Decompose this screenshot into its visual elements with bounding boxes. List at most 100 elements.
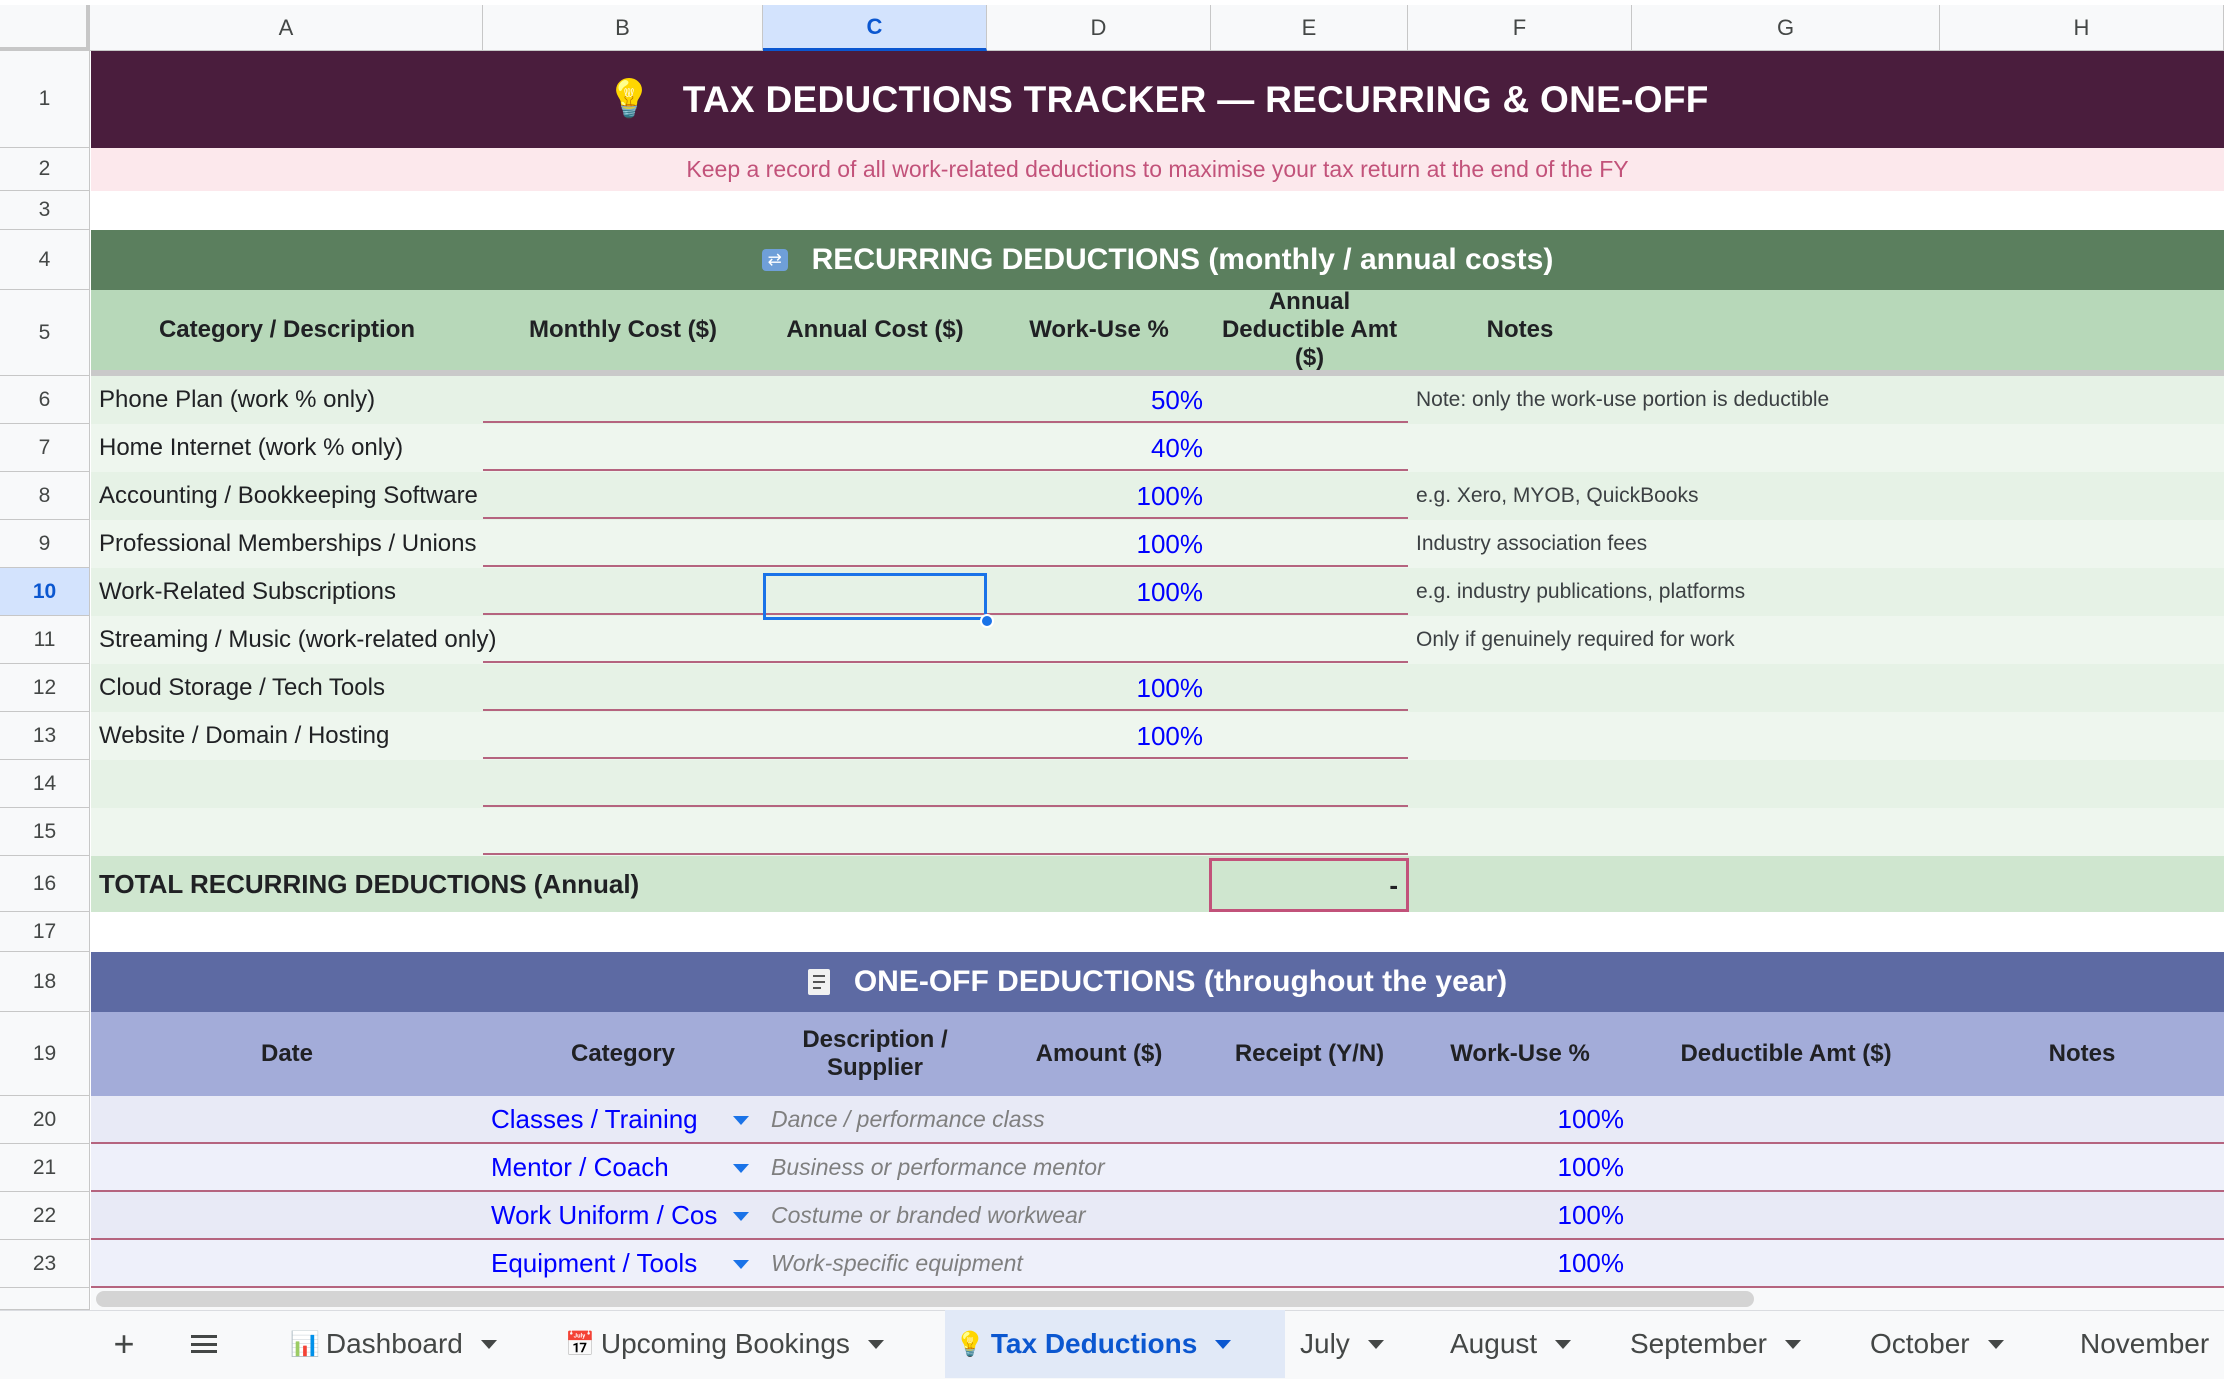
header-monthly-cost[interactable]: Monthly Cost ($) (529, 316, 717, 343)
recurring-notes[interactable]: Only if genuinely required for work (1416, 628, 1735, 651)
recurring-work-use[interactable]: 100% (1136, 576, 1204, 607)
header-work-use-oneoff[interactable]: Work-Use % (1450, 1040, 1590, 1067)
recurring-category[interactable]: Website / Domain / Hosting (99, 722, 390, 749)
header-receipt[interactable]: Receipt (Y/N) (1234, 1040, 1385, 1067)
recurring-notes[interactable] (1408, 760, 2208, 808)
category-dropdown[interactable]: Mentor / Coach (491, 1151, 669, 1182)
oneoff-work-use[interactable]: 100% (1557, 1199, 1625, 1230)
header-amount[interactable]: Amount ($) (1035, 1040, 1163, 1067)
row-header[interactable]: 8 (0, 472, 90, 520)
column-header-h[interactable]: H (1940, 5, 2224, 51)
category-dropdown[interactable]: Classes / Training (491, 1103, 698, 1134)
header-annual-cost[interactable]: Annual Cost ($) (786, 316, 964, 343)
total-recurring-value[interactable]: - (1209, 858, 1409, 912)
dropdown-arrow-icon[interactable] (733, 1116, 749, 1125)
tab-menu-caret-icon[interactable] (867, 1339, 884, 1349)
column-header-f[interactable]: F (1408, 5, 1632, 51)
row-header[interactable]: 2 (0, 148, 90, 191)
column-header-e[interactable]: E (1211, 5, 1408, 51)
sheet-tab-november[interactable]: November (2070, 1310, 2224, 1378)
header-description-supplier[interactable]: Description / Supplier (802, 1026, 948, 1081)
row-header[interactable]: 7 (0, 424, 90, 472)
sheet-tab-tax-deductions[interactable]: 💡 Tax Deductions (945, 1310, 1285, 1378)
recurring-work-use[interactable]: 100% (1136, 480, 1204, 511)
total-recurring-label[interactable]: TOTAL RECURRING DEDUCTIONS (Annual) (99, 868, 640, 899)
dropdown-arrow-icon[interactable] (733, 1212, 749, 1221)
column-header-a[interactable]: A (90, 5, 483, 51)
column-header-d[interactable]: D (987, 5, 1211, 51)
subtitle-banner[interactable]: Keep a record of all work-related deduct… (91, 148, 2224, 191)
oneoff-work-use[interactable]: 100% (1557, 1103, 1625, 1134)
tab-menu-caret-icon[interactable] (480, 1339, 497, 1349)
sheet-tab-october[interactable]: October (1860, 1310, 2060, 1378)
row-header[interactable]: 15 (0, 808, 90, 856)
recurring-work-use[interactable]: 100% (1136, 720, 1204, 751)
row-header[interactable]: 23 (0, 1240, 90, 1288)
row-header[interactable]: 20 (0, 1096, 90, 1144)
row-header[interactable]: 22 (0, 1192, 90, 1240)
recurring-work-use[interactable]: 40% (1150, 432, 1203, 463)
description-supplier[interactable]: Business or performance mentor (771, 1153, 1105, 1180)
recurring-category[interactable]: Home Internet (work % only) (99, 434, 404, 461)
recurring-work-use[interactable]: 100% (1136, 528, 1204, 559)
recurring-work-use[interactable] (987, 808, 1211, 856)
recurring-category[interactable]: Accounting / Bookkeeping Software (99, 482, 478, 509)
add-sheet-icon[interactable]: + (113, 1323, 135, 1364)
row-header[interactable]: 11 (0, 616, 90, 664)
recurring-notes[interactable]: e.g. Xero, MYOB, QuickBooks (1416, 484, 1699, 507)
row-header[interactable]: 14 (0, 760, 90, 808)
recurring-category[interactable] (91, 760, 991, 808)
row-header[interactable]: 12 (0, 664, 90, 712)
row-header[interactable]: 13 (0, 712, 90, 760)
recurring-work-use[interactable] (987, 760, 1211, 808)
recurring-work-use[interactable] (987, 616, 1211, 664)
selected-cell-c10[interactable] (763, 573, 987, 620)
tab-menu-caret-icon[interactable] (1555, 1339, 1572, 1349)
horizontal-scrollbar-thumb[interactable] (96, 1291, 1754, 1307)
spreadsheet-grid[interactable]: A B C D E F G H 1 2 3 4 5 6 7 8 9 10 11 … (0, 0, 2224, 1310)
recurring-work-use[interactable]: 50% (1150, 384, 1203, 415)
sheet-tab-dashboard[interactable]: 📊 Dashboard (280, 1310, 530, 1378)
oneoff-work-use[interactable]: 100% (1557, 1151, 1625, 1182)
category-dropdown[interactable]: Equipment / Tools (491, 1247, 698, 1278)
row-header[interactable]: 4 (0, 230, 90, 290)
row-header[interactable]: 10 (0, 568, 90, 616)
category-dropdown[interactable]: Work Uniform / Cos (491, 1199, 718, 1230)
row-header[interactable] (0, 1288, 90, 1310)
tab-menu-caret-icon[interactable] (1215, 1339, 1232, 1349)
header-notes[interactable]: Notes (1486, 316, 1554, 343)
column-header-b[interactable]: B (483, 5, 763, 51)
row-header[interactable]: 17 (0, 912, 90, 952)
recurring-category[interactable]: Work-Related Subscriptions (99, 578, 397, 605)
row-header[interactable]: 3 (0, 191, 90, 230)
fill-handle[interactable] (980, 614, 994, 628)
row-header[interactable]: 16 (0, 856, 90, 912)
row-header[interactable]: 6 (0, 376, 90, 424)
row-header[interactable]: 21 (0, 1144, 90, 1192)
recurring-notes[interactable] (1408, 808, 2208, 856)
dropdown-arrow-icon[interactable] (733, 1260, 749, 1269)
header-category-description[interactable]: Category / Description (158, 316, 416, 343)
tab-menu-caret-icon[interactable] (1987, 1339, 2004, 1349)
oneoff-work-use[interactable]: 100% (1557, 1247, 1625, 1278)
row-header[interactable]: 1 (0, 51, 90, 148)
recurring-work-use[interactable]: 100% (1136, 672, 1204, 703)
recurring-notes[interactable] (1408, 712, 2208, 760)
tab-menu-caret-icon[interactable] (1367, 1339, 1384, 1349)
title-banner[interactable]: 💡 TAX DEDUCTIONS TRACKER — RECURRING & O… (91, 51, 2224, 148)
select-all-corner[interactable] (0, 5, 90, 51)
column-header-g[interactable]: G (1632, 5, 1940, 51)
recurring-category[interactable]: Phone Plan (work % only) (99, 386, 376, 413)
row-header[interactable]: 9 (0, 520, 90, 568)
sheet-tab-august[interactable]: August (1440, 1310, 1610, 1378)
description-supplier[interactable]: Costume or branded workwear (771, 1201, 1086, 1228)
header-category[interactable]: Category (570, 1040, 676, 1067)
header-notes-oneoff[interactable]: Notes (2048, 1040, 2116, 1067)
header-annual-deductible[interactable]: Annual Deductible Amt ($) (1221, 290, 1398, 370)
tab-menu-caret-icon[interactable] (1784, 1339, 1801, 1349)
recurring-category[interactable]: Cloud Storage / Tech Tools (99, 674, 385, 701)
recurring-category[interactable]: Professional Memberships / Unions (99, 530, 477, 557)
header-work-use[interactable]: Work-Use % (1029, 316, 1169, 343)
description-supplier[interactable]: Dance / performance class (771, 1105, 1045, 1132)
description-supplier[interactable]: Work-specific equipment (771, 1249, 1023, 1276)
